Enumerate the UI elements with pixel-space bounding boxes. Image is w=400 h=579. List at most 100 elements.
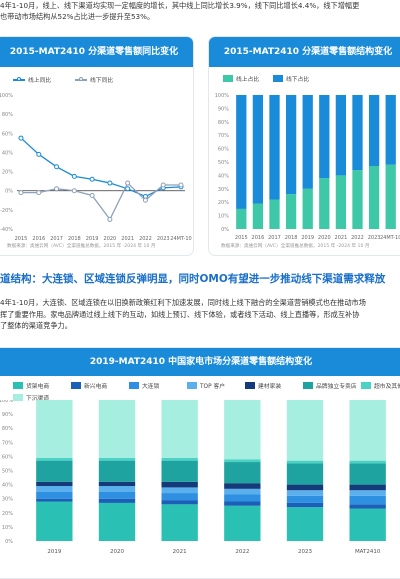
bar-segment bbox=[368, 95, 380, 167]
legend-item: 品牌独立专卖店 bbox=[303, 381, 357, 390]
legend-item: 下沉渠道 bbox=[13, 393, 49, 402]
bar-segment bbox=[349, 463, 386, 485]
bar-segment bbox=[286, 460, 324, 464]
x-tick-label: 2021 bbox=[335, 235, 348, 241]
legend-item: 超市及其他 bbox=[361, 381, 400, 390]
bar-segment bbox=[98, 481, 136, 487]
x-tick-label: 2020 bbox=[110, 549, 124, 555]
data-point bbox=[18, 135, 24, 141]
y-tick-label: 100% bbox=[0, 400, 13, 404]
x-tick-label: 2021 bbox=[173, 549, 187, 555]
y-tick-label: 50% bbox=[218, 160, 229, 166]
yoy-chart-card: 2015-MAT2410 分渠道零售额同比变化 线上同比 线下同比 100% 80… bbox=[0, 36, 194, 256]
y-tick-label: 60% bbox=[2, 454, 13, 460]
bar-segment bbox=[224, 488, 261, 495]
legend-swatch bbox=[13, 394, 23, 401]
x-tick-label: 2023 bbox=[368, 235, 381, 241]
legend-label: 新兴电商 bbox=[84, 384, 108, 390]
structure-bar-chart: 100% 90% 80% 70% 60% 50% 40% 30% 20% 10% 0% 2015 201… bbox=[215, 93, 400, 241]
bar-segment bbox=[302, 188, 313, 229]
x-tick-label: 2015 bbox=[15, 236, 28, 242]
legend-item: 新兴电商 bbox=[71, 381, 107, 390]
y-tick-label: 80% bbox=[2, 426, 13, 432]
bar-segment bbox=[236, 95, 247, 209]
y-tick-label: 20% bbox=[2, 511, 13, 517]
legend-swatch bbox=[223, 75, 233, 82]
y-tick-label: 70% bbox=[2, 440, 13, 446]
bar-segment bbox=[224, 483, 261, 489]
x-tick-label: 2015 bbox=[235, 235, 248, 241]
x-tick-label: 2022 bbox=[235, 549, 249, 555]
y-tick-label: 40% bbox=[218, 173, 229, 179]
y-tick-label: 80% bbox=[218, 120, 229, 126]
paragraph-line: 了整体的渠道竞争力。 bbox=[0, 321, 72, 330]
legend-item: 建材家装 bbox=[245, 381, 281, 390]
data-point bbox=[160, 182, 166, 188]
bar-segment bbox=[269, 199, 280, 229]
y-tick-label: 0% bbox=[5, 189, 13, 195]
intro-text: 4年1-10月，线上、线下渠道均实现一定幅度的增长，其中线上同比增长3.9%，线… bbox=[0, 0, 400, 22]
yoy-chart-title: 2015-MAT2410 分渠道零售额同比变化 bbox=[0, 37, 193, 67]
bar-segment bbox=[36, 498, 73, 502]
legend-label: 线下占比 bbox=[286, 77, 310, 83]
y-tick-label: 30% bbox=[2, 497, 13, 503]
y-tick-label: 60% bbox=[218, 147, 229, 153]
series-line bbox=[20, 137, 182, 198]
paragraph-line: 4年1-10月，大连锁、区域连锁在以旧换新政策红利下加速发展，同时线上线下融合的… bbox=[0, 298, 366, 307]
bar-segment bbox=[302, 95, 313, 189]
bar-segment bbox=[269, 95, 280, 200]
data-point bbox=[178, 182, 184, 188]
y-tick-label: 60% bbox=[2, 131, 13, 137]
data-point bbox=[18, 190, 24, 196]
y-tick-label: 80% bbox=[2, 112, 13, 118]
bar-segment bbox=[286, 490, 324, 496]
bar-segment bbox=[161, 493, 198, 501]
data-point bbox=[107, 216, 113, 222]
legend-item: 大连锁 bbox=[129, 381, 159, 390]
bar-segment bbox=[236, 208, 247, 229]
legend-offline-share: 线下占比 bbox=[273, 74, 309, 83]
bar-segment bbox=[224, 505, 261, 541]
x-tick-label: 2018 bbox=[285, 235, 298, 241]
bar-segment bbox=[349, 495, 386, 505]
bar-segment bbox=[36, 481, 73, 487]
channel-legend: 货架电商 新兴电商 大连锁 TOP 客户 建材家装 品牌独立专卖店 超市及其他下沉渠道 bbox=[3, 381, 400, 405]
legend-swatch bbox=[71, 382, 81, 389]
x-tick-label: 2017 bbox=[268, 235, 281, 241]
data-point bbox=[71, 173, 77, 179]
legend-label: 超市及其他 bbox=[374, 384, 400, 390]
legend-label: 线下同比 bbox=[90, 78, 114, 84]
data-point bbox=[54, 164, 60, 170]
y-tick-label: 10% bbox=[218, 214, 229, 220]
legend-label: 建材家装 bbox=[258, 384, 282, 390]
bar-segment bbox=[36, 486, 73, 492]
bar-segment bbox=[98, 486, 136, 492]
y-tick-label: 90% bbox=[218, 106, 229, 112]
x-tick-label: 2020 bbox=[104, 236, 117, 242]
bar-segment bbox=[286, 495, 324, 503]
paragraph-line: 挥了重要作用。家电品牌通过线上线下的互动，如线上预订、线下体验，或者线下活动、线… bbox=[0, 309, 360, 319]
channel-chart-card: 2019-MAT2410 中国家电市场分渠道零售额结构变化 货架电商 新兴电商 大连… bbox=[0, 347, 400, 579]
bar-segment bbox=[286, 502, 324, 508]
y-tick-label: 90% bbox=[2, 412, 13, 418]
x-tick-label: 24MT-10 bbox=[380, 235, 400, 241]
legend-swatch bbox=[187, 382, 197, 389]
bar-segment bbox=[98, 502, 136, 541]
series-line bbox=[21, 181, 181, 221]
bar-segment bbox=[335, 95, 347, 176]
bar-segment bbox=[161, 481, 198, 488]
y-tick-label: 40% bbox=[2, 483, 13, 489]
data-point bbox=[89, 176, 95, 182]
y-tick-label: 20% bbox=[218, 200, 229, 206]
bar-segment bbox=[161, 500, 198, 505]
bar-segment bbox=[352, 95, 363, 171]
x-tick-label: 24MT-10 bbox=[170, 236, 191, 242]
bar-segment bbox=[349, 484, 386, 491]
data-point bbox=[142, 197, 148, 203]
y-tick-label: 70% bbox=[218, 133, 229, 139]
data-point bbox=[125, 180, 131, 186]
legend-swatch bbox=[13, 382, 23, 389]
y-tick-label: -20% bbox=[0, 208, 13, 214]
y-tick-label: 0% bbox=[221, 227, 229, 233]
legend-online-yoy: 线上同比 bbox=[13, 75, 51, 84]
